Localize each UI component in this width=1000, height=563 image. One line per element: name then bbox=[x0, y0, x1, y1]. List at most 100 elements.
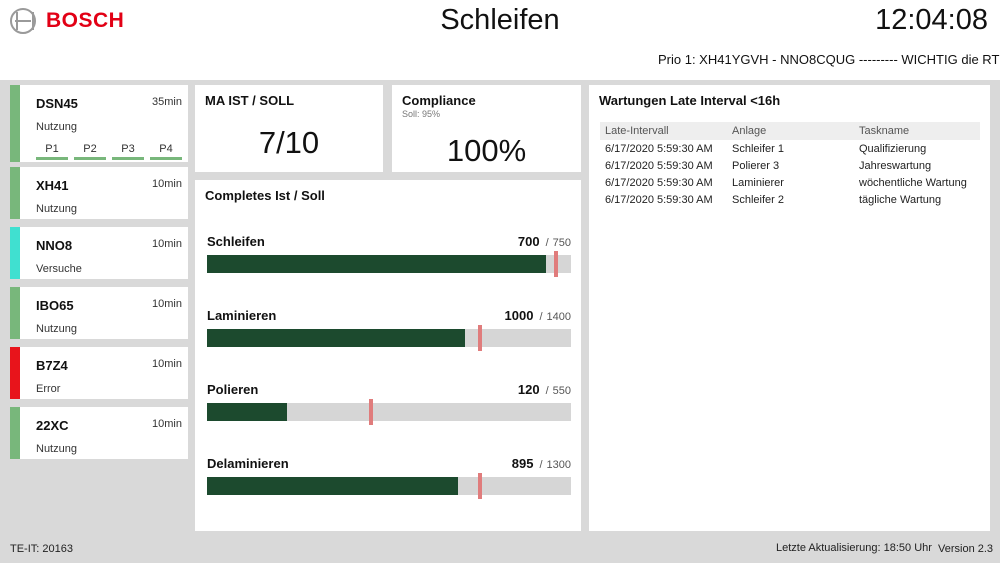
header-bar: BOSCH Schleifen 12:04:08 Prio 1: XH41YGV… bbox=[0, 0, 1000, 80]
progress-track bbox=[207, 325, 571, 351]
table-row[interactable]: 6/17/2020 5:59:30 AM Polierer 3 Jahreswa… bbox=[600, 157, 980, 174]
station-name: B7Z4 bbox=[36, 358, 68, 373]
completes-panel: Completes Ist / Soll Schleifen 700/750 L… bbox=[195, 180, 581, 531]
ma-panel: MA IST / SOLL 7/10 bbox=[195, 85, 383, 172]
ist-value: 1000 bbox=[504, 308, 534, 323]
soll-value: 550 bbox=[552, 385, 571, 397]
progress-label: Polieren bbox=[207, 382, 259, 397]
ma-value: 7/10 bbox=[258, 125, 320, 160]
brand-logo: BOSCH bbox=[10, 8, 124, 34]
station-name: XH41 bbox=[36, 178, 69, 193]
progress-fill bbox=[207, 403, 287, 421]
priority-tabs: P1 P2 P3 P4 bbox=[36, 143, 188, 160]
cell-interval: 6/17/2020 5:59:30 AM bbox=[605, 159, 713, 172]
progress-track bbox=[207, 251, 571, 277]
station-time: 35min bbox=[152, 96, 182, 108]
priority-p2[interactable]: P2 bbox=[74, 143, 106, 160]
column-header: Taskname bbox=[854, 122, 980, 140]
progress-values: 120 /550 bbox=[518, 382, 571, 397]
separator: / bbox=[545, 385, 549, 397]
station-status: Nutzung bbox=[36, 203, 77, 215]
progress-label: Delaminieren bbox=[207, 456, 289, 471]
station-status: Nutzung bbox=[36, 443, 77, 455]
station-card[interactable]: NNO8 10min Versuche bbox=[10, 227, 188, 279]
station-name: IBO65 bbox=[36, 298, 74, 313]
clock: 12:04:08 bbox=[875, 4, 988, 36]
separator: / bbox=[539, 459, 543, 471]
progress-values: 895 /1300 bbox=[512, 456, 571, 471]
table-row[interactable]: 6/17/2020 5:59:30 AM Schleifer 2 täglich… bbox=[600, 191, 980, 208]
station-time: 10min bbox=[152, 418, 182, 430]
station-card[interactable]: DSN45 35min Nutzung P1 P2 P3 P4 bbox=[10, 85, 188, 162]
target-marker bbox=[478, 325, 482, 351]
cell-task: Jahreswartung bbox=[859, 159, 932, 172]
station-card[interactable]: 22XC 10min Nutzung bbox=[10, 407, 188, 459]
table-header-row: Late-Intervall Anlage Taskname bbox=[600, 122, 980, 140]
target-marker bbox=[369, 399, 373, 425]
station-time: 10min bbox=[152, 298, 182, 310]
cell-machine: Polierer 3 bbox=[732, 159, 780, 172]
station-card[interactable]: XH41 10min Nutzung bbox=[10, 167, 188, 219]
brand-name: BOSCH bbox=[46, 9, 125, 32]
separator: / bbox=[539, 311, 543, 323]
progress-values: 1000 /1400 bbox=[505, 308, 571, 323]
footer-te-it: TE-IT: 20163 bbox=[10, 543, 73, 555]
completes-title: Completes Ist / Soll bbox=[205, 188, 325, 203]
station-time: 10min bbox=[152, 358, 182, 370]
separator: / bbox=[545, 237, 549, 249]
column-header: Late-Intervall bbox=[600, 122, 727, 140]
page-title: Schleifen bbox=[440, 4, 560, 36]
soll-value: 1400 bbox=[546, 311, 571, 323]
cell-interval: 6/17/2020 5:59:30 AM bbox=[605, 176, 713, 189]
target-marker bbox=[554, 251, 558, 277]
station-status: Nutzung bbox=[36, 121, 77, 133]
compliance-subtitle: Soll: 95% bbox=[402, 109, 441, 119]
cell-machine: Laminierer bbox=[732, 176, 784, 189]
cell-machine: Schleifer 2 bbox=[732, 193, 784, 206]
bosch-armature-icon bbox=[10, 8, 36, 34]
compliance-title: Compliance bbox=[402, 93, 476, 108]
footer-last-update: Letzte Aktualisierung: 18:50 Uhr bbox=[776, 542, 932, 554]
station-time: 10min bbox=[152, 238, 182, 250]
station-status: Nutzung bbox=[36, 323, 77, 335]
station-time: 10min bbox=[152, 178, 182, 190]
column-header: Anlage bbox=[727, 122, 854, 140]
table-row[interactable]: 6/17/2020 5:59:30 AM Laminierer wöchentl… bbox=[600, 174, 980, 191]
cell-machine: Schleifer 1 bbox=[732, 142, 784, 155]
priority-p3[interactable]: P3 bbox=[112, 143, 144, 160]
station-name: NNO8 bbox=[36, 238, 73, 253]
ma-panel-title: MA IST / SOLL bbox=[205, 93, 295, 108]
station-status: Error bbox=[36, 383, 61, 395]
soll-value: 750 bbox=[552, 237, 571, 249]
progress-fill bbox=[207, 329, 465, 347]
cell-interval: 6/17/2020 5:59:30 AM bbox=[605, 193, 713, 206]
progress-fill bbox=[207, 255, 546, 273]
progress-fill bbox=[207, 477, 458, 495]
table-row[interactable]: 6/17/2020 5:59:30 AM Schleifer 1 Qualifi… bbox=[600, 140, 980, 157]
target-marker bbox=[478, 473, 482, 499]
progress-track bbox=[207, 473, 571, 499]
progress-label: Schleifen bbox=[207, 234, 265, 249]
compliance-panel: Compliance Soll: 95% 100% bbox=[392, 85, 581, 172]
station-status: Versuche bbox=[36, 263, 82, 275]
station-name: DSN45 bbox=[36, 96, 78, 111]
cell-task: Qualifizierung bbox=[859, 142, 927, 155]
maintenance-title: Wartungen Late Interval <16h bbox=[599, 93, 781, 108]
cell-task: wöchentliche Wartung bbox=[859, 176, 967, 189]
station-card[interactable]: B7Z4 10min Error bbox=[10, 347, 188, 399]
progress-values: 700 /750 bbox=[518, 234, 571, 249]
cell-interval: 6/17/2020 5:59:30 AM bbox=[605, 142, 713, 155]
ist-value: 895 bbox=[511, 456, 534, 471]
cell-task: tägliche Wartung bbox=[859, 193, 942, 206]
footer-version: Version 2.3 bbox=[938, 543, 994, 555]
priority-ticker: Prio 1: XH41YGVH - NNO8CQUG --------- WI… bbox=[658, 52, 1000, 67]
priority-p4[interactable]: P4 bbox=[150, 143, 182, 160]
maintenance-panel: Wartungen Late Interval <16h Late-Interv… bbox=[589, 85, 990, 531]
priority-p1[interactable]: P1 bbox=[36, 143, 68, 160]
ist-value: 120 bbox=[517, 382, 540, 397]
compliance-value: 100% bbox=[446, 133, 527, 168]
station-card[interactable]: IBO65 10min Nutzung bbox=[10, 287, 188, 339]
ist-value: 700 bbox=[517, 234, 540, 249]
maintenance-table: Late-Intervall Anlage Taskname 6/17/2020… bbox=[600, 122, 980, 208]
station-name: 22XC bbox=[36, 418, 69, 433]
